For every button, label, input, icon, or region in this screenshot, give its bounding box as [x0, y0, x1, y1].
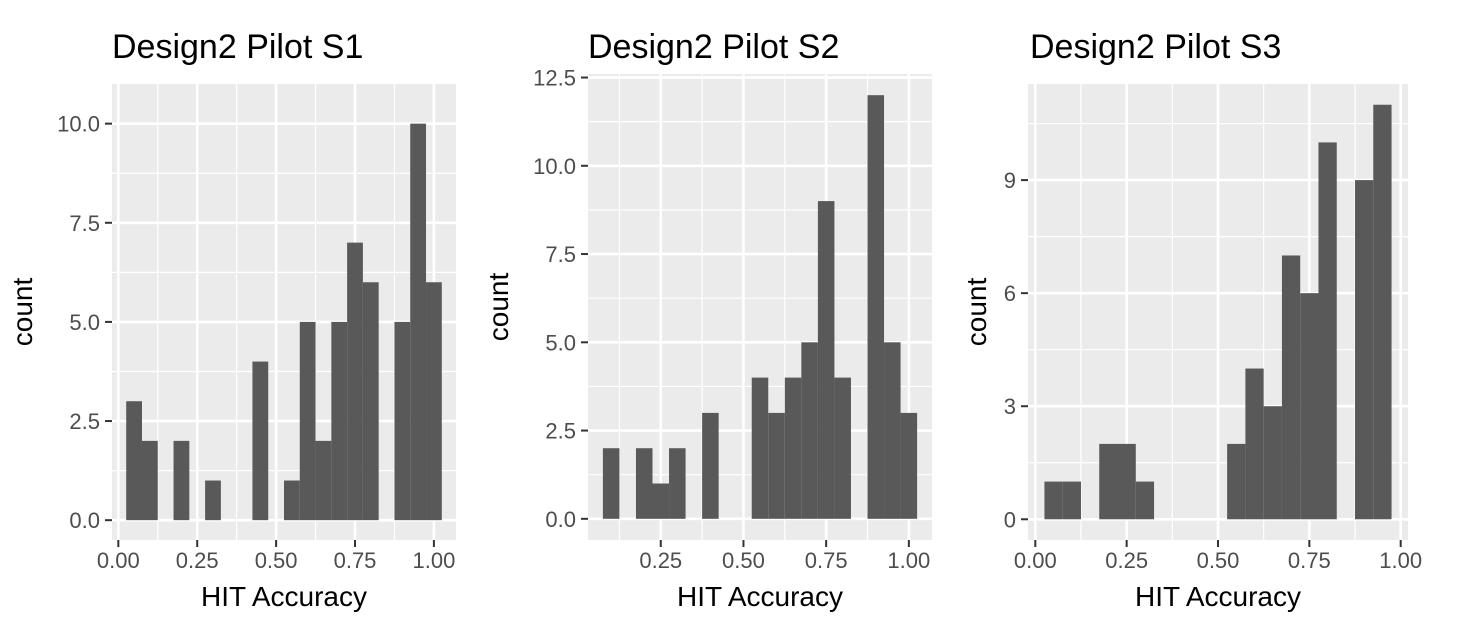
histogram-bar	[702, 412, 719, 519]
histogram-bar	[141, 440, 158, 521]
histogram-bar	[394, 321, 411, 521]
y-axis-title: count	[483, 273, 514, 342]
histogram-bar	[1281, 255, 1301, 520]
y-tick-label: 3	[1004, 394, 1016, 419]
x-tick-label: 0.00	[1014, 548, 1057, 573]
histogram-bar	[884, 342, 901, 519]
histogram-bar	[1117, 443, 1136, 520]
y-tick-label: 2.5	[545, 419, 576, 444]
histogram-bar	[900, 412, 918, 519]
x-axis-title: HIT Accuracy	[201, 581, 367, 612]
histogram-bar	[817, 201, 835, 519]
histogram-bar	[751, 377, 769, 519]
y-tick-label: 0.0	[69, 508, 100, 533]
histogram-bar	[1135, 481, 1155, 520]
histogram-bar	[126, 401, 142, 521]
chart-title: Design2 Pilot S3	[1030, 28, 1281, 66]
histogram-bar	[867, 95, 885, 519]
histogram-bar	[669, 448, 686, 519]
histogram-bar	[1300, 293, 1319, 520]
panel-3: 0.00 0.25 0.50 0.75 1.00 0 3 6 9 Design2 Pilot S3…	[961, 28, 1422, 612]
histogram-bar	[1373, 104, 1392, 520]
x-axis-title: HIT Accuracy	[677, 581, 843, 612]
x-tick-label: 0.75	[334, 548, 377, 573]
chart-title: Design2 Pilot S1	[112, 28, 363, 66]
y-tick-label: 10.0	[533, 154, 576, 179]
y-tick-label: 7.5	[69, 211, 100, 236]
histogram-bar	[635, 448, 653, 519]
y-axis-title: count	[7, 278, 38, 347]
histogram-bar	[362, 282, 379, 521]
y-tick-label: 10.0	[57, 112, 100, 137]
x-tick-label: 0.75	[805, 548, 848, 573]
histogram-bar	[284, 480, 300, 521]
x-tick-label: 1.00	[1379, 548, 1422, 573]
histogram-bar	[252, 361, 269, 521]
histogram-bar	[315, 440, 332, 521]
histogram-bar	[768, 412, 785, 519]
histogram-bar	[1044, 481, 1063, 520]
histogram-bar	[331, 321, 348, 521]
x-tick-label: 0.25	[176, 548, 219, 573]
x-tick-label: 0.50	[1197, 548, 1240, 573]
histogram-bar	[602, 448, 620, 519]
histogram-bar	[347, 242, 363, 521]
histogram-bar	[784, 377, 802, 519]
histogram-bar	[205, 480, 221, 521]
x-tick-label: 0.25	[639, 548, 682, 573]
histogram-bar	[1263, 406, 1282, 520]
y-tick-label: 5.0	[545, 330, 576, 355]
x-tick-label: 0.75	[1288, 548, 1331, 573]
histogram-bar	[426, 282, 442, 521]
x-tick-label: 0.50	[255, 548, 298, 573]
histogram-bar	[834, 377, 851, 519]
y-tick-label: 12.5	[533, 66, 576, 91]
histogram-bar	[1062, 481, 1081, 520]
y-tick-label: 6	[1004, 281, 1016, 306]
histogram-bar	[173, 440, 190, 521]
x-tick-label: 0.50	[722, 548, 765, 573]
y-axis-title: count	[961, 278, 992, 347]
chart-title: Design2 Pilot S2	[588, 28, 839, 66]
panel-1: 0.00 0.25 0.50 0.75 1.00 0.0 2.5 5.0 7.5 10.0 Desi…	[7, 28, 456, 612]
histogram-bar	[652, 483, 670, 519]
histogram-bar	[1245, 368, 1264, 520]
x-tick-label: 1.00	[412, 548, 455, 573]
histogram-bar	[299, 321, 316, 521]
x-axis-title: HIT Accuracy	[1135, 581, 1301, 612]
x-tick-label: 1.00	[887, 548, 930, 573]
histogram-bar	[410, 123, 427, 521]
histogram-bar	[1355, 180, 1374, 520]
x-tick-label: 0.00	[97, 548, 140, 573]
x-tick-label: 0.25	[1105, 548, 1148, 573]
histogram-bar	[1099, 443, 1118, 520]
panel-2: 0.25 0.50 0.75 1.00 0.0 2.5 5.0 7.5 10.0 12.5 Desi…	[483, 28, 932, 612]
y-tick-label: 2.5	[69, 409, 100, 434]
y-tick-label: 7.5	[545, 242, 576, 267]
y-tick-label: 5.0	[69, 310, 100, 335]
histogram-bar	[801, 342, 818, 519]
y-tick-label: 9	[1004, 168, 1016, 193]
histogram-bar	[1318, 142, 1337, 520]
y-tick-label: 0.0	[545, 507, 576, 532]
y-tick-label: 0	[1004, 507, 1016, 532]
histogram-bar	[1227, 443, 1246, 520]
